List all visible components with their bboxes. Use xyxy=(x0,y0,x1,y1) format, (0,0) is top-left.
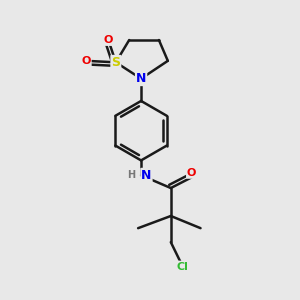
Text: N: N xyxy=(141,169,152,182)
Text: O: O xyxy=(81,56,91,66)
Text: H: H xyxy=(128,170,136,180)
Text: O: O xyxy=(187,168,196,178)
Text: S: S xyxy=(111,56,120,69)
Text: O: O xyxy=(104,35,113,45)
Text: N: N xyxy=(136,72,146,85)
Text: Cl: Cl xyxy=(177,262,189,272)
